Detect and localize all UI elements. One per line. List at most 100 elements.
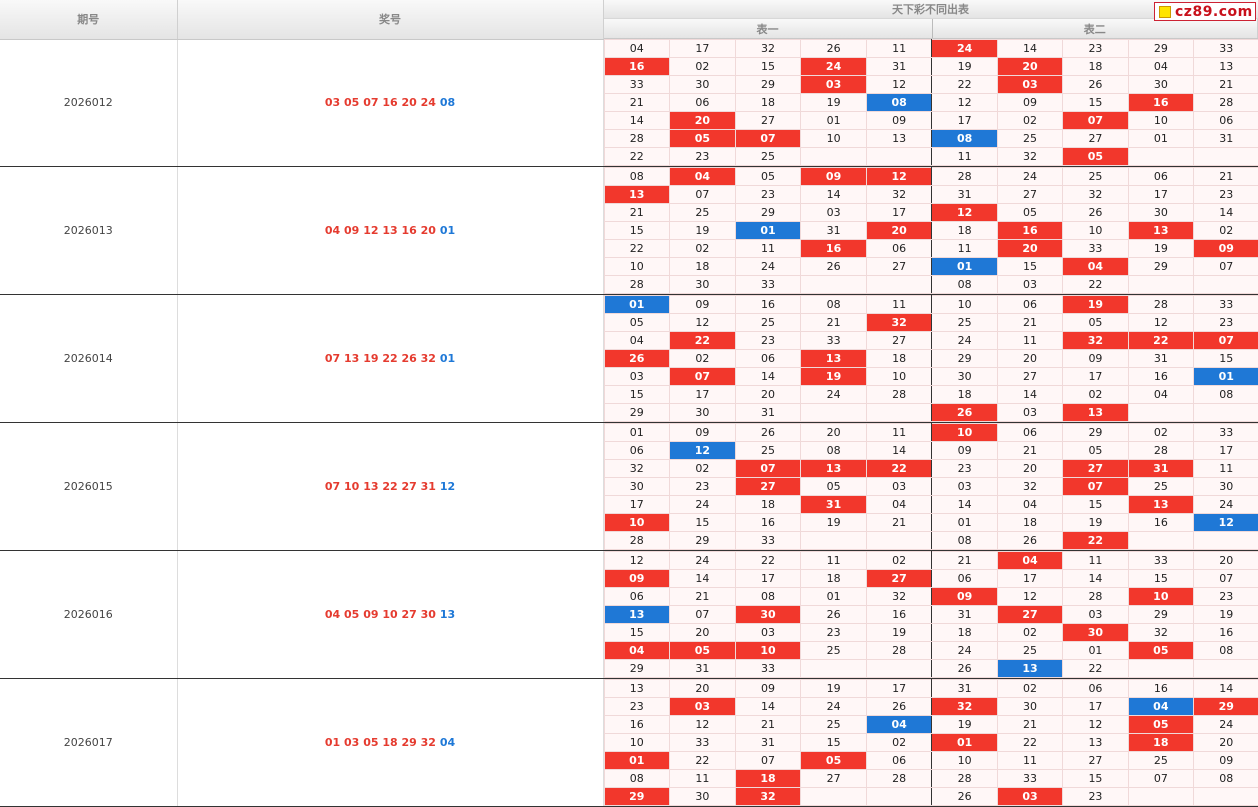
table1-cell	[800, 787, 867, 806]
red-ball-number: 24	[420, 96, 436, 110]
red-ball-number: 05	[344, 608, 360, 621]
winning-numbers: 07 13 19 22 26 32 01	[177, 294, 604, 423]
table1-cell: 31	[669, 659, 736, 678]
table2-cell: 17	[1062, 367, 1129, 386]
table2-cell: 16	[1127, 679, 1195, 698]
table1-cell: 04	[865, 715, 933, 734]
table1-cell: 11	[669, 769, 736, 788]
table2-cell: 12	[1127, 313, 1195, 332]
table2-cell: 24	[931, 641, 998, 660]
table2-cell: 01	[1062, 641, 1129, 660]
table1-cell: 26	[603, 349, 671, 368]
table1-cell: 03	[669, 697, 736, 716]
table1-cell: 25	[734, 147, 802, 166]
table1-cell: 04	[603, 641, 671, 660]
table2-cell: 11	[996, 331, 1064, 350]
table1-cell: 07	[734, 459, 802, 478]
table1-cell: 06	[603, 441, 671, 460]
table2-cell: 30	[996, 697, 1064, 716]
table2-cell: 21	[996, 441, 1064, 460]
table1-cell: 04	[669, 167, 736, 186]
table1-cell: 05	[669, 641, 736, 660]
number-grid: 04 17 32 26 11 24 14 23 29 33 16 02 15 24 31 19 20 18 04 13…	[603, 39, 1258, 167]
table1-cell: 15	[603, 385, 671, 404]
table1-cell: 08	[603, 769, 671, 788]
table2-cell: 23	[1193, 185, 1258, 204]
table1-cell	[800, 531, 867, 550]
table2-cell: 23	[1193, 313, 1258, 332]
winning-numbers: 01 03 05 18 29 32 04	[177, 678, 604, 807]
red-ball-number: 09	[344, 224, 360, 237]
table2-cell: 27	[996, 605, 1064, 624]
table2-cell: 11	[1062, 551, 1129, 570]
red-ball-number: 10	[382, 608, 398, 621]
table2-cell: 01	[1127, 129, 1195, 148]
table2-cell: 11	[996, 751, 1064, 770]
table2-cell: 04	[1062, 257, 1129, 276]
table1-cell: 21	[800, 313, 867, 332]
table2-cell: 01	[931, 257, 998, 276]
table1-cell: 12	[669, 441, 736, 460]
table2-cell: 23	[1062, 39, 1129, 58]
table2-cell: 12	[996, 587, 1064, 606]
table1-cell: 28	[865, 385, 933, 404]
table2-cell: 19	[1193, 605, 1258, 624]
table1-cell: 07	[734, 751, 802, 770]
table2-cell: 15	[996, 257, 1064, 276]
table1-cell: 09	[669, 295, 736, 314]
table1-cell: 28	[865, 769, 933, 788]
table2-cell: 13	[1193, 57, 1258, 76]
table2-cell: 30	[1062, 623, 1129, 642]
table2-cell: 23	[931, 459, 998, 478]
table2-cell: 21	[996, 715, 1064, 734]
red-ball-number: 31	[420, 480, 436, 493]
table1-cell: 31	[800, 221, 867, 240]
red-ball-number: 26	[401, 352, 417, 365]
table1-cell: 31	[734, 403, 802, 422]
table1-cell: 25	[800, 641, 867, 660]
table2-cell	[1127, 659, 1195, 678]
blue-ball-number: 01	[439, 224, 456, 237]
table1-cell: 06	[669, 93, 736, 112]
table1-cell: 19	[800, 513, 867, 532]
group-column-header: 天下彩不同出表	[603, 0, 1258, 19]
table2-cell: 18	[931, 221, 998, 240]
table2-cell: 21	[1193, 75, 1258, 94]
draw-row: 2026016 04 05 09 10 27 30 13 12 24 22 11 02 21 0…	[0, 550, 1258, 679]
table2-cell: 32	[931, 697, 998, 716]
blue-ball-number: 01	[439, 352, 456, 365]
table1-cell: 17	[669, 385, 736, 404]
site-logo[interactable]: cz89.com	[1154, 2, 1256, 21]
blue-ball-number: 13	[439, 608, 456, 621]
table2-cell: 25	[996, 641, 1064, 660]
table2-cell	[1127, 787, 1195, 806]
table2-cell: 24	[931, 331, 998, 350]
table1-cell: 14	[734, 697, 802, 716]
winning-numbers: 04 09 12 13 16 20 01	[177, 166, 604, 295]
table2-cell: 10	[1062, 221, 1129, 240]
table1-cell: 26	[800, 39, 867, 58]
issue-column-header: 期号	[0, 0, 178, 40]
table2-cell: 18	[1062, 57, 1129, 76]
table2-cell	[1193, 403, 1258, 422]
table1-cell: 26	[800, 257, 867, 276]
table1-cell: 15	[800, 733, 867, 752]
table2-cell: 12	[1193, 513, 1258, 532]
table1-cell: 14	[865, 441, 933, 460]
table2-cell	[1127, 403, 1195, 422]
red-ball-number: 09	[363, 608, 379, 621]
table1-cell: 24	[800, 385, 867, 404]
table1-cell: 30	[669, 75, 736, 94]
table2-cell: 29	[1127, 39, 1195, 58]
table1-cell: 07	[734, 129, 802, 148]
table2-cell: 14	[1062, 569, 1129, 588]
red-ball-number: 13	[344, 352, 360, 365]
table1-cell: 33	[734, 531, 802, 550]
table1-cell: 27	[865, 331, 933, 350]
table1-cell	[865, 787, 933, 806]
table1-cell: 12	[669, 313, 736, 332]
table1-cell: 16	[734, 295, 802, 314]
draw-row: 2026012 03 05 07 16 20 24 08 04 17 32 26 11 24 1…	[0, 39, 1258, 167]
table2-cell: 11	[1193, 459, 1258, 478]
issue-number: 2026012	[0, 39, 178, 167]
